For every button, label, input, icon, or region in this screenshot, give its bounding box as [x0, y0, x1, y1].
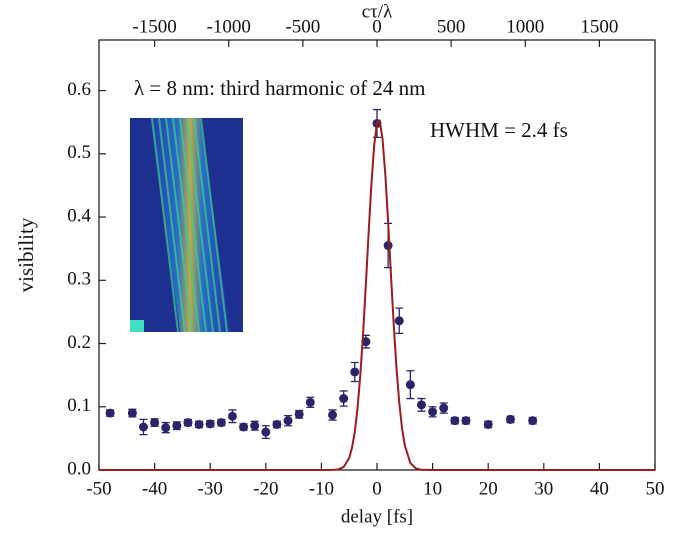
x-tick-label: 10	[423, 478, 442, 499]
x-tick-label: -20	[253, 478, 278, 499]
x-tick-label: 40	[590, 478, 609, 499]
y-tick-label: 0.4	[67, 205, 91, 226]
x-axis-label: delay [fs]	[341, 506, 413, 527]
data-point	[283, 416, 293, 426]
data-point	[138, 422, 148, 432]
data-point	[161, 423, 171, 433]
data-point	[216, 418, 226, 428]
x2-tick-label: -1000	[207, 16, 251, 37]
x-tick-label: 0	[372, 478, 382, 499]
x-tick-label: 50	[646, 478, 665, 499]
x2-tick-label: -1500	[132, 16, 176, 37]
data-point	[250, 421, 260, 431]
y-tick-label: 0.1	[67, 395, 91, 416]
data-point	[505, 414, 515, 424]
data-point	[350, 367, 360, 377]
y-tick-label: 0.6	[67, 79, 91, 100]
data-point	[405, 380, 415, 390]
data-point	[394, 316, 404, 326]
x2-tick-label: -500	[285, 16, 320, 37]
y-tick-label: 0.2	[67, 332, 91, 353]
data-point	[227, 411, 237, 421]
x2-tick-label: 500	[437, 16, 466, 37]
data-point	[183, 418, 193, 428]
data-point	[294, 409, 304, 419]
data-point	[261, 427, 271, 437]
data-point	[172, 421, 182, 431]
data-point	[205, 419, 215, 429]
data-point	[150, 418, 160, 428]
data-point	[105, 408, 115, 418]
data-point	[383, 241, 393, 251]
data-point	[339, 394, 349, 404]
data-point	[328, 410, 338, 420]
data-point	[428, 407, 438, 417]
data-point	[439, 403, 449, 413]
y-tick-label: 0.3	[67, 269, 91, 290]
x2-tick-label: 1000	[506, 16, 544, 37]
y-tick-label: 0.0	[67, 458, 91, 479]
x2-tick-label: 0	[372, 16, 382, 37]
x2-tick-label: 1500	[580, 16, 618, 37]
x-tick-label: 30	[534, 478, 553, 499]
data-point	[450, 416, 460, 426]
x-tick-label: -10	[309, 478, 334, 499]
data-point	[194, 419, 204, 429]
data-point	[483, 419, 493, 429]
x2-axis-label: cτ/λ	[362, 1, 393, 22]
inset-image	[130, 118, 243, 332]
data-point	[416, 400, 426, 410]
annotation: λ = 8 nm: third harmonic of 24 nm	[134, 76, 426, 100]
data-point	[528, 416, 538, 426]
data-point	[239, 422, 249, 432]
x-tick-label: -40	[142, 478, 167, 499]
x-tick-label: 20	[479, 478, 498, 499]
annotation: HWHM = 2.4 fs	[430, 118, 568, 142]
data-point	[461, 416, 471, 426]
data-point	[127, 408, 137, 418]
data-point	[305, 397, 315, 407]
x-tick-label: -30	[198, 478, 223, 499]
data-point	[272, 419, 282, 429]
x-tick-label: -50	[86, 478, 111, 499]
fit-line	[99, 119, 655, 471]
y-axis-label: visibility	[14, 217, 38, 292]
y-tick-label: 0.5	[67, 142, 91, 163]
